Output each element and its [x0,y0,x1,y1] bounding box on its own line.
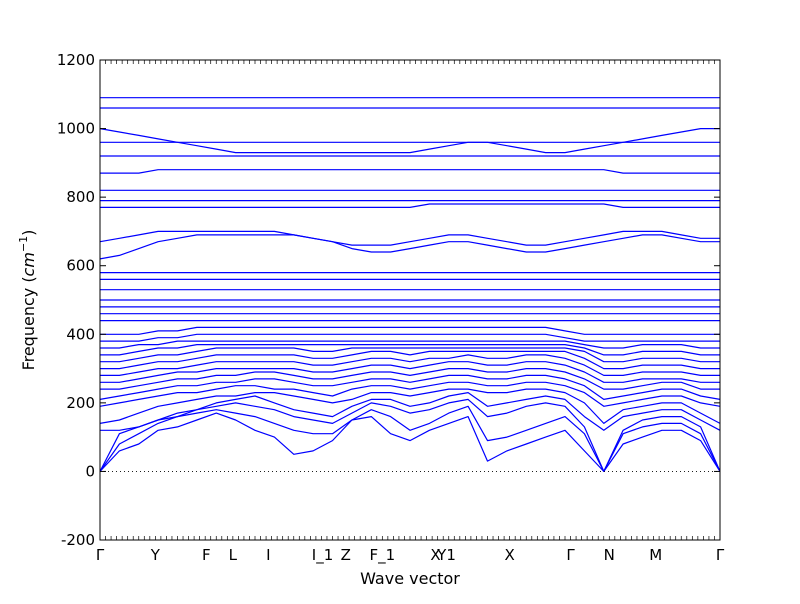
x-tick-label: L [229,546,238,564]
band-line-15 [100,333,720,342]
y-axis-label-exponent: −1 [17,236,30,252]
band-line-24 [99,234,720,260]
x-tick-label: X [505,546,515,564]
x-axis-label: Wave vector [360,569,460,588]
band-line-26 [100,203,720,208]
y-ticks: -200 0 200 400 600 800 1000 1200 [57,51,720,549]
band-line-12 [100,347,720,363]
x-tick-label: X [430,546,440,564]
y-axis-label-suffix: ) [19,230,38,236]
band-line-14 [100,340,720,349]
band-line-7 [99,374,721,400]
y-axis-label-prefix: Frequency ( [19,276,38,370]
x-tick-label: F [202,546,211,564]
x-tick-label: M [649,546,662,564]
y-tick-label: 0 [85,462,95,480]
x-tick-label: I_1 [312,546,333,565]
y-tick-label: 1200 [57,51,95,69]
band-line-13 [100,344,720,356]
band-line-2 [99,405,721,472]
y-tick-label: -200 [61,531,95,549]
band-line-11 [100,350,720,370]
y-axis-label: Frequency (cm−1) [17,230,38,371]
x-tick-label: F_1 [369,546,395,565]
x-tick-label: I [266,546,270,564]
band-line-25 [99,230,720,246]
band-line-32 [99,128,720,154]
band-line-16 [100,326,720,335]
band-line-10 [100,354,720,376]
band-line-6 [99,381,721,407]
x-tick-label: Γ [716,546,725,564]
y-tick-label: 800 [66,188,95,206]
band-line-5 [99,388,721,424]
y-tick-label: 600 [66,257,95,275]
y-axis-label-unit: cm [19,252,38,276]
y-tick-label: 1000 [57,120,95,138]
x-ticks: Γ Y F L I I_1 Z F_1 XY1 X Γ N M Γ [96,60,725,565]
band-line-29 [100,169,720,174]
series-layer [99,97,721,472]
y-tick-label: 400 [66,325,95,343]
x-tick-label: Y1 [436,546,456,564]
y-tick-label: 200 [66,394,95,412]
x-tick-label: N [604,546,615,564]
band-line-3 [99,398,721,472]
x-tick-label: Γ [566,546,575,564]
band-line-9 [100,361,720,383]
x-tick-label: Γ [96,546,105,564]
x-tick-label: Z [341,546,351,564]
band-line-8 [100,368,720,390]
x-tick-label: Y [150,546,161,564]
band-line-4 [100,392,721,431]
band-line-1 [99,412,721,472]
